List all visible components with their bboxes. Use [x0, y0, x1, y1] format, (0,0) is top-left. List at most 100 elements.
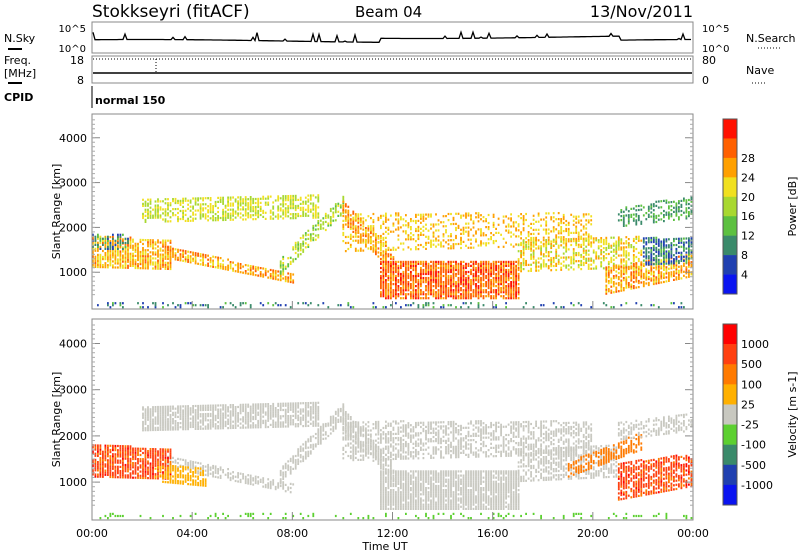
range-cell: [393, 279, 395, 281]
range-cell: [237, 267, 239, 269]
range-cell: [212, 211, 214, 213]
range-cell: [272, 424, 274, 426]
range-cell: [415, 230, 417, 232]
range-cell: [633, 269, 635, 271]
range-cell: [528, 264, 530, 266]
range-cell: [463, 229, 465, 231]
range-cell: [420, 297, 422, 299]
range-cell: [676, 202, 678, 204]
range-cell: [310, 194, 312, 196]
range-cell: [443, 261, 445, 263]
range-cell: [285, 415, 287, 417]
range-cell: [650, 211, 652, 213]
range-cell: [548, 241, 550, 243]
range-cell: [638, 282, 640, 284]
range-cell: [267, 202, 269, 204]
range-cell: [508, 277, 510, 279]
range-cell: [598, 247, 600, 249]
range-cell: [395, 293, 397, 295]
range-cell: [458, 281, 460, 283]
range-cell: [630, 214, 632, 216]
range-cell: [550, 265, 552, 267]
range-cell: [488, 238, 490, 240]
range-cell: [137, 302, 139, 304]
range-cell: [425, 228, 427, 230]
range-cell: [418, 273, 420, 275]
range-cell: [478, 263, 480, 265]
range-cell: [580, 260, 582, 262]
range-cell: [280, 415, 282, 417]
range-cell: [560, 257, 562, 259]
range-cell: [247, 414, 249, 416]
range-cell: [676, 206, 678, 208]
range-cell: [465, 295, 467, 297]
range-cell: [513, 233, 515, 235]
range-cell: [620, 269, 622, 271]
range-cell: [257, 206, 259, 208]
range-cell: [383, 239, 385, 241]
range-cell: [445, 285, 447, 287]
range-cell: [671, 265, 673, 267]
range-cell: [285, 211, 287, 213]
range-cell: [302, 408, 304, 410]
range-cell: [660, 275, 662, 277]
range-cell: [120, 261, 122, 263]
range-cell: [385, 289, 387, 291]
range-cell: [185, 418, 187, 420]
range-cell: [312, 207, 314, 209]
range-cell: [260, 267, 262, 269]
range-cell: [408, 226, 410, 228]
range-cell: [455, 291, 457, 293]
range-cell: [460, 295, 462, 297]
range-cell: [603, 255, 605, 257]
range-cell: [468, 239, 470, 241]
range-cell: [625, 268, 627, 270]
range-cell: [105, 256, 107, 258]
range-cell: [678, 266, 680, 268]
range-cell: [373, 240, 375, 242]
range-cell: [550, 245, 552, 247]
range-cell: [240, 267, 242, 269]
range-cell: [418, 263, 420, 265]
range-cell: [671, 248, 673, 250]
range-cell: [277, 279, 279, 281]
freq-panel: [92, 56, 693, 83]
range-cell: [653, 259, 655, 261]
range-cell: [130, 261, 132, 263]
range-cell: [433, 261, 435, 263]
range-cell: [165, 208, 167, 210]
range-cell: [488, 214, 490, 216]
range-cell: [620, 280, 622, 282]
range-cell: [155, 408, 157, 410]
range-cell: [508, 283, 510, 285]
range-cell: [510, 293, 512, 295]
range-cell: [237, 414, 239, 416]
range-cell: [210, 197, 212, 199]
range-cell: [475, 232, 477, 234]
range-cell: [460, 297, 462, 299]
range-cell: [538, 266, 540, 268]
range-cell: [545, 247, 547, 249]
range-cell: [305, 203, 307, 205]
range-cell: [307, 205, 309, 207]
range-cell: [645, 253, 647, 255]
range-cell: [197, 411, 199, 413]
range-cell: [490, 238, 492, 240]
range-cell: [112, 260, 114, 262]
range-cell: [393, 261, 395, 263]
range-cell: [505, 261, 507, 263]
range-cell: [180, 218, 182, 220]
range-cell: [195, 260, 197, 262]
range-cell: [272, 214, 274, 216]
range-cell: [450, 261, 452, 263]
range-cell: [410, 287, 412, 289]
range-cell: [643, 273, 645, 275]
range-cell: [580, 246, 582, 248]
range-cell: [475, 289, 477, 291]
range-cell: [460, 271, 462, 273]
range-cell: [618, 247, 620, 249]
range-cell: [310, 402, 312, 404]
range-cell: [638, 217, 640, 219]
range-cell: [378, 237, 380, 239]
range-cell: [518, 283, 520, 285]
